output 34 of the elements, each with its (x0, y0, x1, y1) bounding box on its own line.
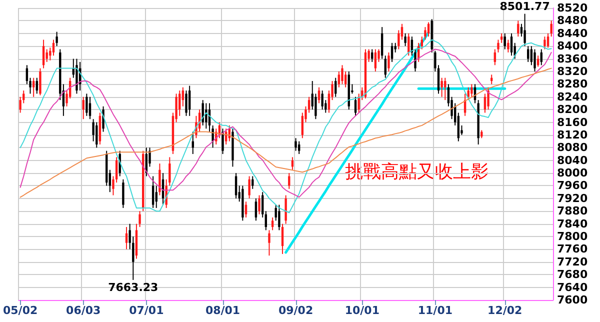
y-tick-label: 8000 (557, 166, 588, 180)
y-tick-label: 7960 (557, 179, 588, 192)
annotation: 7663.23 (108, 280, 158, 294)
y-tick-label: 8520 (557, 2, 588, 14)
x-tick-label: 11/01 (418, 304, 452, 317)
y-tick-label: 8280 (557, 78, 588, 91)
y-tick-label: 7840 (557, 217, 588, 230)
y-tick-label: 8200 (557, 103, 588, 116)
y-tick-label: 7880 (557, 204, 588, 218)
y-tick-label: 7680 (557, 268, 588, 282)
y-tick-label: 8440 (557, 26, 588, 40)
y-tick-label: 7760 (557, 242, 588, 256)
y-tick-label: 7920 (557, 192, 588, 205)
y-tick-label: 8360 (557, 52, 588, 66)
annotation: 8501.77 (500, 0, 550, 13)
y-tick-label: 8480 (557, 14, 588, 28)
y-tick-label: 7640 (557, 280, 588, 294)
x-tick-label: 06/03 (66, 304, 101, 317)
y-tick-label: 8240 (557, 90, 588, 104)
y-tick-label: 8160 (557, 116, 588, 129)
x-tick-label: 08/01 (205, 304, 240, 317)
y-tick-label: 8080 (557, 141, 588, 154)
x-tick-label: 05/02 (2, 304, 38, 317)
y-tick-label: 7800 (557, 230, 588, 244)
y-tick-label: 7720 (557, 255, 588, 268)
y-tick-label: 8320 (557, 64, 588, 78)
x-tick-label: 07/01 (129, 304, 164, 317)
x-tick-label: 12/02 (488, 304, 522, 317)
x-tick-label: 09/02 (278, 304, 314, 317)
y-tick-label: 8400 (557, 40, 588, 53)
y-tick-label: 8120 (557, 128, 588, 142)
y-tick-label: 8040 (557, 154, 588, 167)
y-tick-label: 7600 (557, 294, 588, 306)
x-tick-label: 10/01 (344, 304, 380, 317)
